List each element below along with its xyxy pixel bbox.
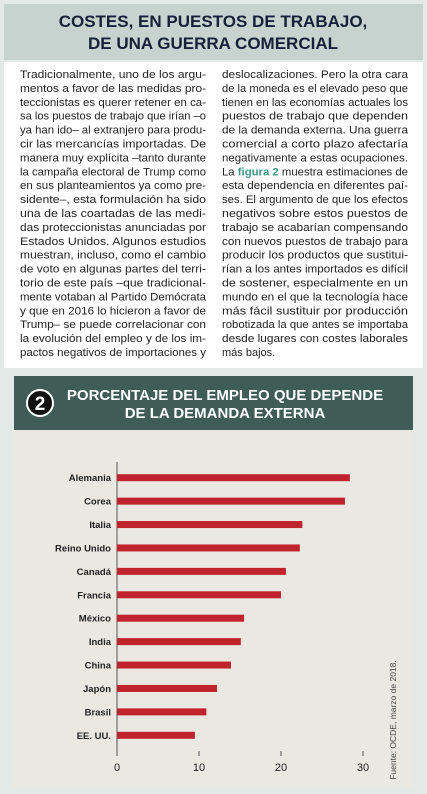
article-line: Tradicionalmente, uno de los argu- bbox=[20, 69, 206, 81]
x-tick-label: 30 bbox=[357, 762, 369, 774]
category-label: Japón bbox=[83, 684, 111, 695]
article: Tradicionalmente, uno de los argu-mentos… bbox=[20, 69, 409, 359]
bar bbox=[117, 567, 286, 575]
bar bbox=[117, 684, 218, 692]
bar bbox=[117, 731, 195, 739]
bar bbox=[117, 474, 350, 482]
article-line: teccionistas es querer retener en ca- bbox=[20, 97, 206, 109]
bar bbox=[117, 521, 303, 529]
article-line: La figura 2 muestra estimaciones de bbox=[222, 166, 408, 178]
figure-number: 2 bbox=[35, 394, 46, 415]
article-line: más bajos. bbox=[222, 347, 275, 359]
article-line: robotizada la que antes se importaba bbox=[222, 319, 409, 331]
bar bbox=[117, 497, 345, 505]
article-line: deslocalizaciones. Pero la otra cara bbox=[222, 69, 409, 81]
article-line: de voto en algunas partes del terri- bbox=[20, 264, 206, 276]
bar bbox=[117, 591, 281, 599]
article-line: cir las mercancías importadas. De bbox=[20, 139, 206, 151]
article-line: de la moneda es el elevado peso que bbox=[222, 83, 408, 95]
category-label: Brasil bbox=[85, 707, 111, 718]
article-line: sa los puestos de trabajo que irían –o bbox=[20, 111, 206, 123]
x-tick-label: 20 bbox=[275, 762, 287, 774]
chart: 0 10 20 30 Alemania Corea Italia Reino Unido Can… bbox=[55, 462, 369, 774]
article-line: desde lugares con costes laborales bbox=[222, 333, 409, 345]
article-line: negativamente a estas ocupaciones. bbox=[222, 152, 408, 164]
article-line: producir los productos que sustitui- bbox=[222, 250, 408, 262]
category-label: Italia bbox=[89, 520, 111, 531]
article-background bbox=[4, 62, 423, 368]
article-line: Estados Unidos. Algunos estudios bbox=[20, 236, 207, 248]
article-line: Trump– se puede correlacionar con bbox=[20, 319, 206, 331]
article-line: pactos negativos de importaciones y bbox=[20, 347, 207, 359]
article-line: más fácil sustituir por producción bbox=[222, 305, 408, 317]
header-band bbox=[4, 4, 423, 60]
article-line: rían a los antes importados es difícil bbox=[222, 264, 408, 276]
x-tick-label: 0 bbox=[114, 762, 120, 774]
article-line: trabajo se acabarían compensando bbox=[222, 222, 408, 234]
bar bbox=[117, 544, 300, 552]
article-line: das proteccionistas anunciadas por bbox=[20, 222, 206, 234]
category-label: Reino Unido bbox=[55, 543, 111, 554]
article-line: de sostener, especialmente en un bbox=[222, 278, 408, 290]
article-line: y que en 2016 lo hicieron a favor de bbox=[20, 305, 206, 317]
article-line: mente votaban al Partido Demócrata bbox=[20, 291, 207, 303]
bar bbox=[117, 661, 231, 669]
category-label: México bbox=[79, 614, 111, 625]
article-line: comercial a corto plazo afectaría bbox=[222, 139, 409, 151]
chart-box bbox=[14, 376, 413, 788]
article-line: ya han ido– al extranjero para produ- bbox=[20, 125, 206, 137]
category-label: India bbox=[89, 637, 112, 648]
article-line: puestos de trabajo que dependen bbox=[222, 111, 408, 123]
figure-link: figura 2 bbox=[238, 166, 279, 178]
category-label: Corea bbox=[84, 497, 112, 508]
article-line: manera muy explícita –tanto durante bbox=[20, 152, 206, 164]
figure-badge bbox=[26, 389, 54, 417]
article-line: con nuevos puestos de trabajo para bbox=[222, 236, 409, 248]
category-label: China bbox=[85, 661, 112, 672]
chart-source: Fuente: OCDE, marzo de 2018. bbox=[388, 660, 398, 780]
article-line: tienen en las economías actuales los bbox=[222, 97, 409, 109]
chart-title: DE LA DEMANDA EXTERNA bbox=[125, 405, 326, 422]
header-title: COSTES, EN PUESTOS DE TRABAJO, bbox=[59, 12, 368, 31]
x-tick-label: 10 bbox=[193, 762, 205, 774]
article-line: la evolución del empleo y de los im- bbox=[20, 333, 206, 345]
category-label: Alemania bbox=[69, 473, 112, 484]
category-label: EE. UU. bbox=[77, 731, 111, 742]
article-line: ses. El argumento de que los efectos bbox=[222, 194, 409, 206]
article-line: mundo en el que la tecnología hace bbox=[222, 291, 408, 303]
chart-header bbox=[14, 376, 413, 430]
article-text: muestra estimaciones de bbox=[279, 166, 408, 178]
article-line: de la demanda externa. Una guerra bbox=[222, 125, 409, 137]
article-line: muestran, incluso, como el cambio bbox=[20, 250, 206, 262]
article-line: esta dependencia en diferentes paí- bbox=[222, 180, 408, 192]
bar bbox=[117, 614, 245, 622]
bar bbox=[117, 638, 241, 646]
category-label: Francia bbox=[77, 590, 112, 601]
article-line: negativos sobre estos puestos de bbox=[222, 208, 408, 220]
article-line: en sus planteamientos ya como pre- bbox=[20, 180, 206, 192]
bar bbox=[117, 708, 207, 716]
chart-title: PORCENTAJE DEL EMPLEO QUE DEPENDE bbox=[67, 387, 383, 404]
article-line: la campaña electoral de Trump como bbox=[20, 166, 206, 178]
article-line: torio de este país –que tradicional- bbox=[20, 278, 206, 290]
article-line: una de las coartadas de las medi- bbox=[20, 208, 206, 220]
article-line: mentos a favor de las medidas pro- bbox=[20, 83, 206, 95]
category-label: Canadá bbox=[77, 567, 112, 578]
header-title: DE UNA GUERRA COMERCIAL bbox=[88, 34, 338, 53]
article-line: sidente–, esta formulación ha sido bbox=[20, 194, 206, 206]
article-text: La bbox=[222, 166, 238, 178]
